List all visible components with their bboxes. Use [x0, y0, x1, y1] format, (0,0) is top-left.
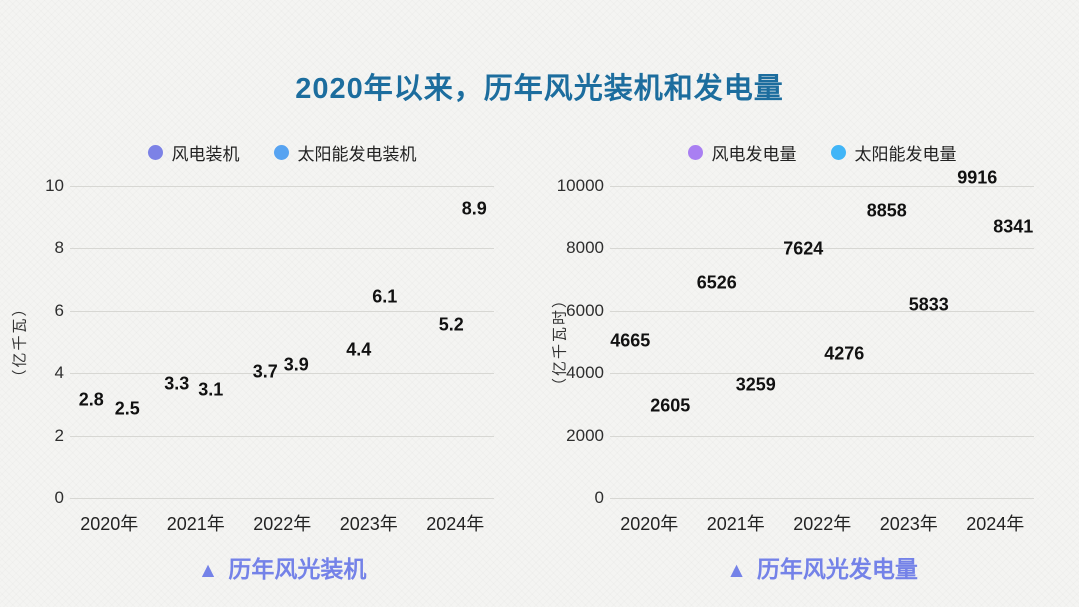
chart-caption: ▲ 历年风光发电量 [610, 554, 1034, 586]
x-tick-label: 2024年 [966, 514, 1025, 534]
data-label: 8341 [993, 216, 1034, 237]
data-label: 5833 [908, 294, 949, 315]
chart-installed-capacity: 风电装机 太阳能发电装机 （亿千瓦） 0 2 4 6 8 10 2020年 2021年 2022年… [0, 130, 539, 607]
legend-item: 太阳能发电装机 [273, 140, 417, 165]
data-label: 3.7 [252, 361, 278, 382]
gridline [70, 435, 494, 437]
data-label: 4665 [610, 330, 651, 351]
data-label: 7624 [783, 238, 824, 259]
x-tick-label: 2021年 [706, 514, 765, 534]
y-tick-label: 2 [54, 425, 64, 445]
data-label: 5.2 [438, 314, 464, 335]
data-label: 8858 [866, 200, 907, 221]
data-label: 9916 [957, 167, 998, 188]
data-label: 2.5 [114, 398, 140, 419]
gridline [70, 248, 494, 250]
y-tick-label: 2000 [566, 425, 604, 445]
y-tick-label: 0 [594, 488, 604, 507]
y-tick-label: 10000 [556, 176, 604, 195]
gridline [70, 186, 494, 187]
x-tick-label: 2020年 [80, 514, 139, 534]
plot-area: （亿千瓦时） 0 2000 4000 6000 8000 10000 2020年 2021年 2… [540, 130, 1079, 607]
data-label: 2605 [650, 395, 691, 416]
gridline [610, 310, 1034, 312]
y-tick-label: 4 [54, 363, 64, 383]
chart-power-generation: 风电发电量 太阳能发电量 （亿千瓦时） 0 2000 4000 6000 8000 1000… [540, 130, 1079, 607]
x-tick-label: 2022年 [253, 514, 312, 534]
triangle-marker-icon: ▲ [197, 559, 219, 582]
y-tick-label: 8000 [566, 238, 604, 258]
y-tick-label: 0 [54, 488, 64, 507]
legend-item: 太阳能发电量 [830, 140, 957, 165]
legend-item: 风电装机 [147, 140, 240, 165]
chart-caption: ▲ 历年风光装机 [70, 554, 494, 586]
y-tick-label: 8 [54, 238, 64, 258]
y-tick-label: 10 [45, 176, 64, 195]
legend-label: 风电发电量 [711, 145, 797, 164]
x-tick-label: 2023年 [339, 514, 398, 534]
legend-dot-icon [273, 145, 289, 160]
x-tick-label: 2021年 [166, 514, 225, 534]
legend: 风电装机 太阳能发电装机 [70, 140, 494, 165]
data-label: 6526 [696, 272, 737, 293]
caption-text: 历年风光发电量 [756, 556, 918, 582]
data-label: 3.1 [198, 379, 224, 400]
gridline [610, 373, 1034, 375]
gridline [70, 373, 494, 375]
legend-item: 风电发电量 [687, 140, 797, 165]
y-tick-label: 4000 [566, 363, 604, 383]
legend-label: 风电装机 [171, 145, 240, 164]
gridline [70, 310, 494, 312]
data-label: 4.4 [346, 339, 372, 360]
data-label: 4276 [824, 343, 865, 364]
legend-dot-icon [147, 145, 163, 160]
gridline [610, 248, 1034, 250]
x-tick-label: 2020年 [620, 514, 679, 534]
data-label: 3259 [735, 374, 776, 395]
triangle-marker-icon: ▲ [726, 559, 747, 582]
data-label: 3.9 [283, 354, 309, 375]
legend-dot-icon [830, 145, 846, 160]
x-tick-label: 2022年 [793, 514, 852, 534]
data-label: 2.8 [78, 389, 104, 410]
x-tick-label: 2024年 [426, 514, 485, 534]
legend: 风电发电量 太阳能发电量 [610, 140, 1034, 165]
data-label: 8.9 [461, 198, 487, 219]
legend-label: 太阳能发电量 [854, 145, 957, 164]
y-tick-label: 6000 [566, 300, 604, 320]
legend-dot-icon [687, 145, 703, 160]
caption-text: 历年风光装机 [228, 556, 367, 582]
gridline [610, 498, 1034, 499]
plot-area: （亿千瓦） 0 2 4 6 8 10 2020年 2021年 2022年 2023年 2024年 2.… [0, 130, 539, 607]
gridline [610, 186, 1034, 187]
legend-label: 太阳能发电装机 [297, 145, 417, 164]
gridline [610, 435, 1034, 437]
y-tick-label: 6 [54, 300, 64, 320]
data-label: 3.3 [164, 373, 190, 394]
page-title: 2020年以来，历年风光装机和发电量 [295, 73, 784, 106]
x-tick-label: 2023年 [879, 514, 938, 534]
data-label: 6.1 [372, 286, 398, 307]
gridline [70, 498, 494, 499]
